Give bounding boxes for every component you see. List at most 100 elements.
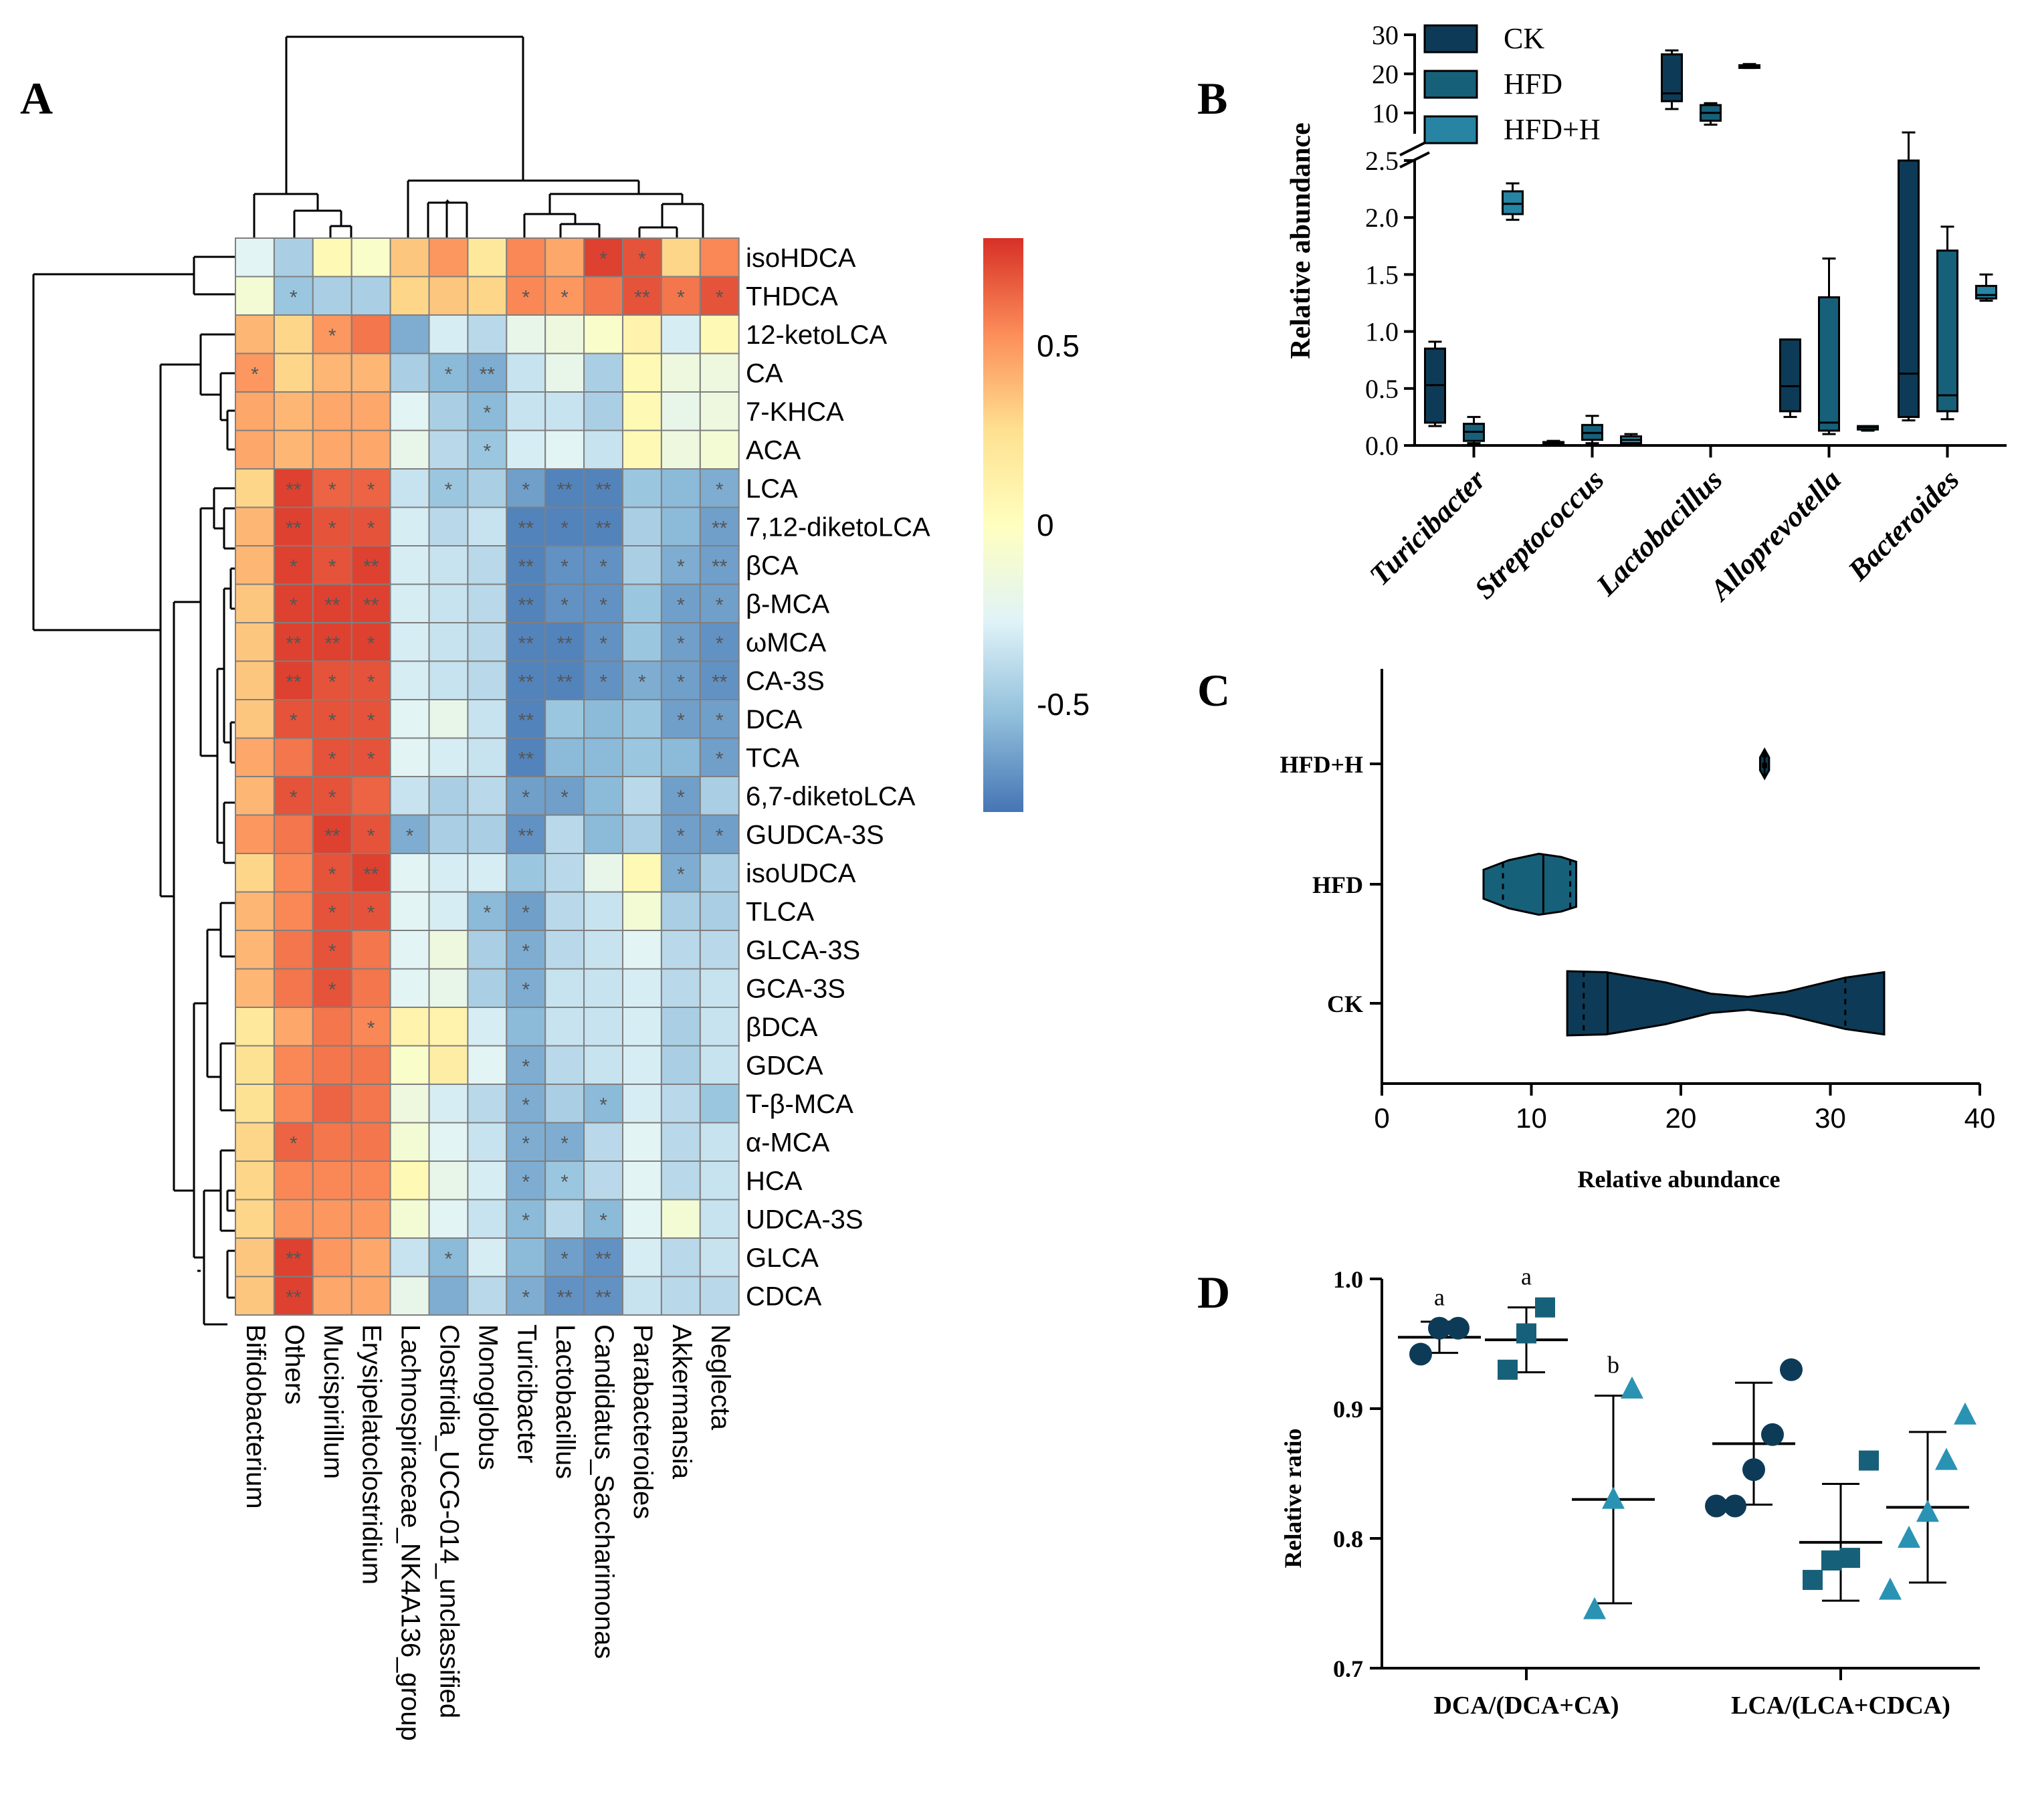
heatmap-cell bbox=[312, 391, 352, 431]
heatmap-cell bbox=[428, 891, 469, 931]
heatmap-cell bbox=[622, 1199, 662, 1239]
box-body bbox=[1502, 190, 1524, 215]
heatmap-cell bbox=[235, 930, 275, 970]
data-point-square bbox=[1803, 1570, 1823, 1591]
heatmap-cell bbox=[544, 968, 585, 1008]
heatmap-cell bbox=[506, 391, 546, 431]
heatmap-cell bbox=[467, 237, 508, 278]
significance-mark: * bbox=[522, 1286, 530, 1308]
significance-mark: ** bbox=[363, 864, 379, 886]
heatmap-row-label: ωMCA bbox=[746, 628, 826, 658]
box-body bbox=[1818, 296, 1840, 432]
heatmap-cell bbox=[235, 468, 275, 508]
heatmap-cell bbox=[467, 468, 508, 508]
heatmap-cell bbox=[699, 1199, 740, 1239]
heatmap-cell bbox=[583, 1160, 623, 1201]
heatmap-row-label: isoHDCA bbox=[746, 243, 856, 273]
heatmap-cell bbox=[389, 853, 430, 893]
heatmap-cell bbox=[389, 1045, 430, 1085]
column-dendrogram-link bbox=[523, 213, 577, 237]
significance-mark: ** bbox=[286, 633, 302, 655]
significance-mark: ** bbox=[480, 363, 496, 385]
heatmap-cell bbox=[544, 391, 585, 431]
row-dendrogram-link bbox=[206, 928, 221, 1078]
heatmap-cell bbox=[273, 853, 314, 893]
significance-mark: * bbox=[716, 594, 724, 616]
significance-mark: * bbox=[328, 556, 336, 578]
significance-mark: ** bbox=[556, 1286, 573, 1308]
heatmap-cell bbox=[583, 1084, 623, 1124]
heatmap-row-label: DCA bbox=[746, 705, 803, 734]
heatmap-cell bbox=[235, 737, 275, 777]
heatmap-row-label: CA bbox=[746, 359, 783, 388]
heatmap-cell bbox=[312, 352, 352, 393]
heatmap-cell bbox=[312, 930, 352, 970]
heatmap-cell bbox=[273, 891, 314, 931]
heatmap-cell bbox=[622, 391, 662, 431]
heatmap-cell bbox=[699, 1237, 740, 1278]
significance-letter: b bbox=[1607, 1352, 1619, 1379]
significance-mark: * bbox=[328, 787, 336, 809]
heatmap-cell bbox=[660, 968, 701, 1008]
significance-mark: * bbox=[484, 440, 492, 462]
heatmap-cell bbox=[660, 1276, 701, 1316]
heatmap-cell bbox=[312, 1276, 352, 1316]
heatmap-cell bbox=[467, 1007, 508, 1047]
column-dendrogram bbox=[253, 35, 704, 237]
significance-mark: ** bbox=[712, 517, 728, 539]
heatmap-cell bbox=[544, 1122, 585, 1162]
colorbar-tick-label: 0.5 bbox=[1037, 328, 1080, 363]
x-tick-label: 10 bbox=[1516, 1102, 1547, 1134]
heatmap-cell bbox=[583, 814, 623, 854]
heatmap-cell bbox=[389, 352, 430, 393]
significance-mark: * bbox=[367, 517, 375, 539]
significance-mark: * bbox=[599, 671, 607, 693]
significance-mark: * bbox=[290, 710, 298, 732]
heatmap-cell bbox=[235, 506, 275, 546]
panel-a-label: A bbox=[20, 73, 53, 124]
heatmap-cell bbox=[467, 1084, 508, 1124]
heatmap-cell bbox=[273, 506, 314, 546]
heatmap-cell bbox=[389, 314, 430, 355]
significance-mark: * bbox=[484, 902, 492, 924]
significance-mark: * bbox=[328, 748, 336, 770]
heatmap-cell bbox=[235, 545, 275, 585]
significance-mark: ** bbox=[286, 671, 302, 693]
heatmap-cell bbox=[583, 391, 623, 431]
x-tick-label: 20 bbox=[1665, 1102, 1697, 1134]
colorbar-gradient bbox=[983, 238, 1023, 812]
heatmap-row-label: 7-KHCA bbox=[746, 397, 844, 427]
column-dendrogram-link bbox=[407, 179, 640, 237]
heatmap-cell bbox=[467, 930, 508, 970]
data-point-triangle bbox=[1916, 1500, 1939, 1522]
row-dendrogram-link bbox=[216, 668, 224, 844]
significance-mark: ** bbox=[556, 671, 573, 693]
heatmap-cell bbox=[583, 776, 623, 816]
heatmap-row-label: ACA bbox=[746, 435, 801, 465]
heatmap-cell bbox=[389, 1122, 430, 1162]
legend-label: HFD bbox=[1504, 68, 1562, 100]
heatmap-cell bbox=[622, 276, 662, 316]
significance-mark: ** bbox=[518, 517, 534, 539]
heatmap-cell bbox=[506, 1007, 546, 1047]
row-dendrogram-link bbox=[226, 1189, 235, 1212]
heatmap-cell bbox=[312, 1007, 352, 1047]
heatmap-cell bbox=[312, 1122, 352, 1162]
significance-mark: * bbox=[561, 286, 569, 308]
heatmap-cell bbox=[350, 930, 391, 970]
heatmap-cell bbox=[583, 1045, 623, 1085]
significance-mark: * bbox=[290, 594, 298, 616]
heatmap-cell bbox=[235, 699, 275, 739]
significance-mark: * bbox=[328, 671, 336, 693]
significance-mark: * bbox=[716, 633, 724, 655]
data-point-square bbox=[1516, 1323, 1536, 1344]
heatmap-cell bbox=[428, 622, 469, 662]
heatmap-cell bbox=[506, 1122, 546, 1162]
heatmap-cell bbox=[235, 429, 275, 470]
heatmap-cell bbox=[660, 1045, 701, 1085]
heatmap-cell bbox=[467, 1237, 508, 1278]
heatmap-cell bbox=[273, 968, 314, 1008]
heatmap-row-label: GLCA bbox=[746, 1243, 819, 1273]
significance-mark: * bbox=[328, 325, 336, 347]
